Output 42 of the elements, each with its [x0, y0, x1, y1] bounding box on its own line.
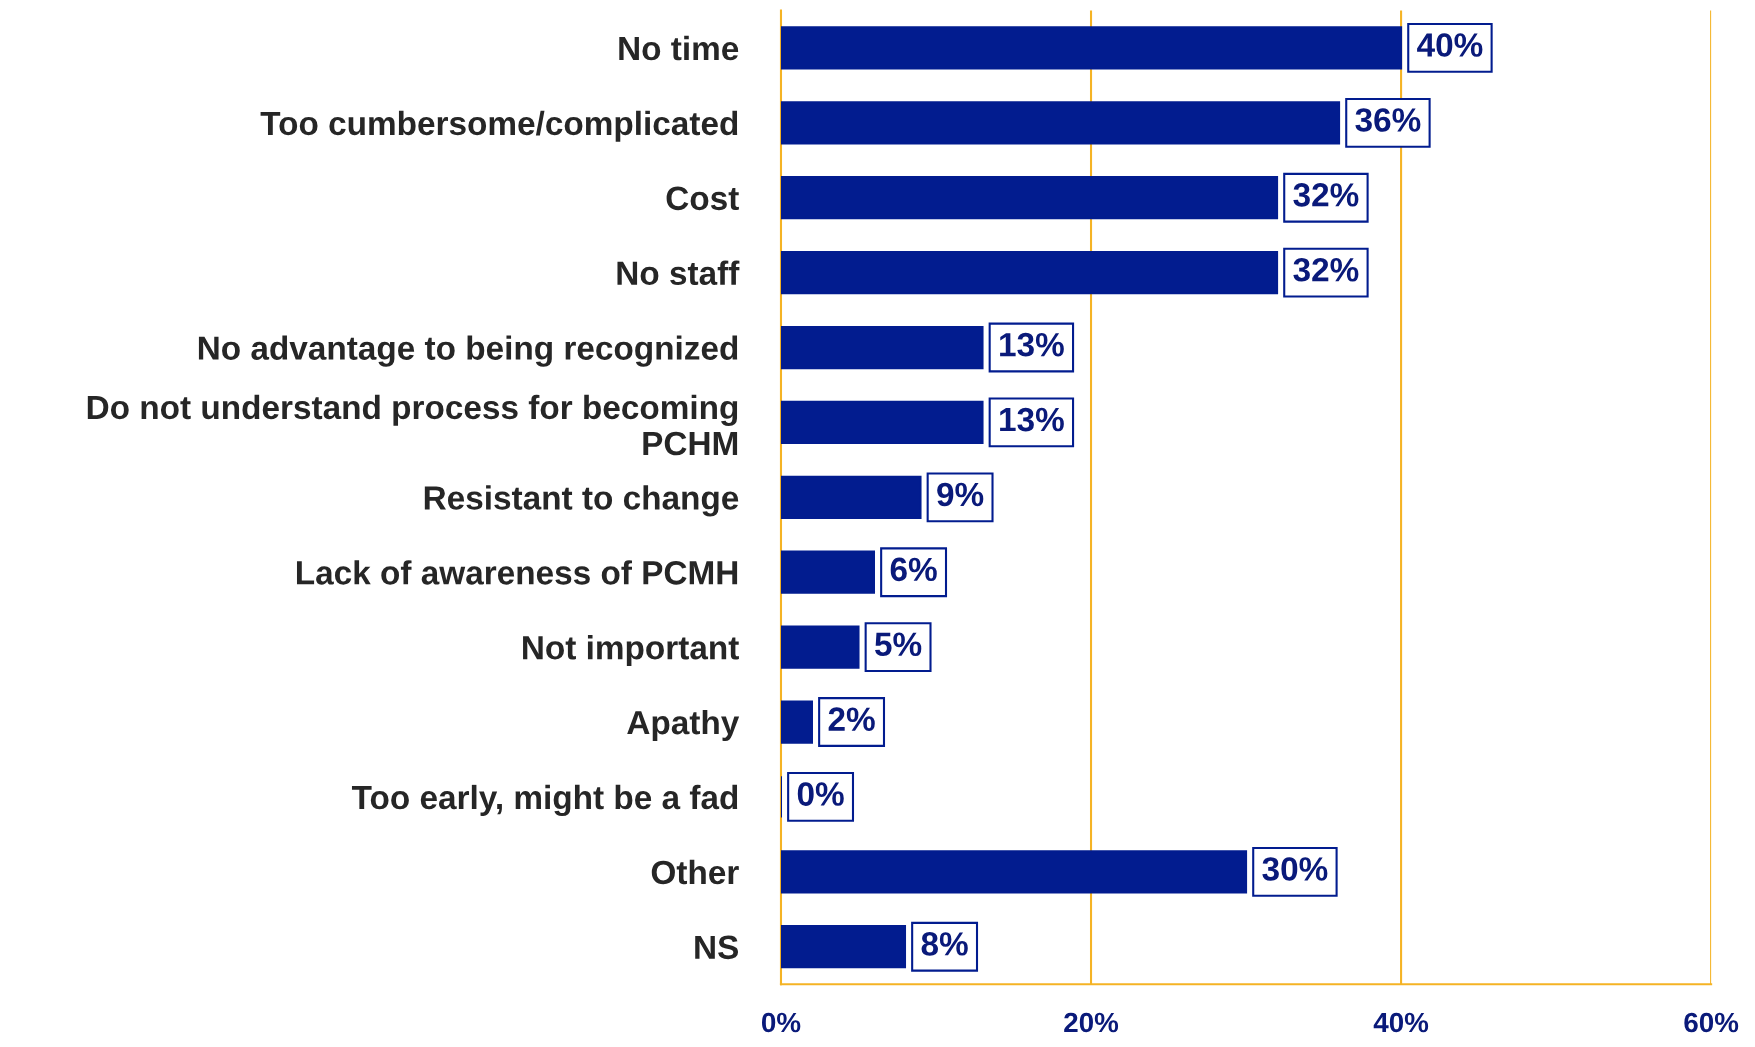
- data-label: 8%: [921, 932, 968, 956]
- bar: [780, 925, 907, 969]
- bar: [780, 176, 1279, 220]
- y-tick-label: Lack of awareness of PCMH: [296, 560, 738, 585]
- y-tick-label: No advantage to being recognized: [198, 335, 738, 367]
- bar: [780, 26, 1403, 70]
- data-label: 9%: [937, 482, 984, 507]
- data-label: 32%: [1293, 183, 1359, 207]
- y-tick-label: Not important: [523, 635, 739, 667]
- bar: [780, 400, 984, 445]
- bar: [780, 625, 860, 669]
- data-label: 2%: [828, 707, 875, 731]
- x-tick-label: 20%: [1064, 1012, 1119, 1033]
- y-tick-label: No time: [619, 35, 739, 61]
- data-label: 6%: [890, 557, 937, 582]
- bar: [780, 475, 922, 519]
- data-label: 13%: [1000, 332, 1064, 357]
- data-label: 32%: [1293, 257, 1359, 282]
- y-tick-label: Resistant to change: [424, 485, 739, 517]
- x-tick-label: 0%: [762, 1012, 801, 1033]
- data-label: 13%: [1000, 407, 1064, 432]
- y-tick-label: Cost: [666, 186, 739, 211]
- x-tick-label: 60%: [1684, 1012, 1739, 1033]
- bar: [780, 325, 984, 370]
- bar: [780, 850, 1248, 894]
- y-tick-label: Other: [651, 859, 739, 885]
- y-tick-label: Apathy: [627, 709, 740, 742]
- data-label: 5%: [875, 632, 922, 657]
- x-tick-label: 40%: [1373, 1012, 1429, 1033]
- data-label: 30%: [1262, 857, 1328, 881]
- data-label: 36%: [1355, 108, 1421, 132]
- y-tick-label: No staff: [617, 260, 740, 286]
- bar: [780, 550, 876, 594]
- bar: [780, 250, 1279, 295]
- y-tick-label: NS: [695, 935, 739, 960]
- data-label: 40%: [1417, 33, 1483, 57]
- bar: [780, 101, 1341, 145]
- y-tick-label: Too cumbersome/complicated: [260, 110, 738, 142]
- data-label: 0%: [797, 782, 844, 806]
- y-tick-label: Do not understand process for becoming PCHM: [87, 394, 738, 456]
- y-tick-label: Too early, might be a fad: [351, 784, 738, 817]
- bar: [780, 700, 814, 744]
